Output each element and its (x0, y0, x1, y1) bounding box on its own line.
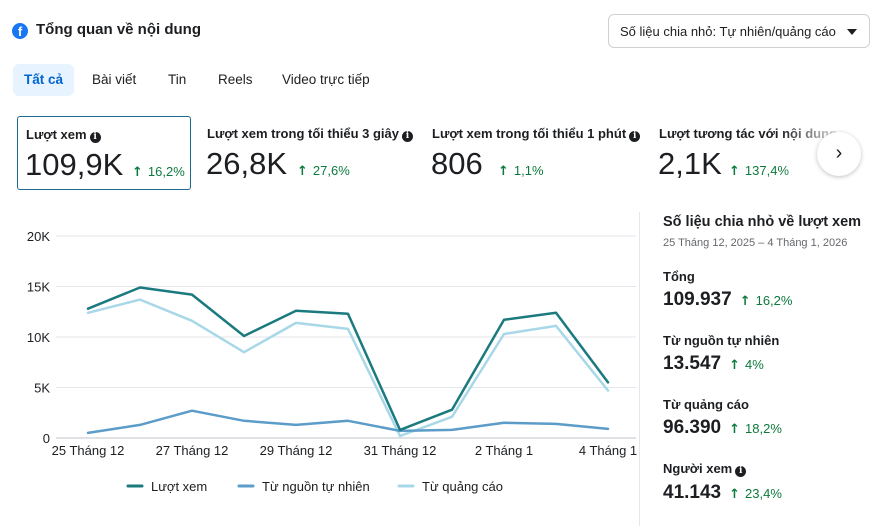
stat-viewers: Người xem i 41.143 ↑ 23,4% (663, 461, 782, 504)
stat-change-value: 4% (745, 357, 764, 372)
info-icon[interactable]: i (629, 131, 641, 142)
legend-label: Từ nguồn tự nhiên (262, 479, 370, 494)
arrow-up-icon: ↑ (498, 164, 509, 179)
legend-label: Lượt xem (151, 479, 207, 494)
metric-change-value: 137,4% (744, 163, 789, 178)
arrow-up-icon: ↑ (739, 294, 751, 309)
breakdown-dropdown-label: Số liệu chia nhỏ: Tự nhiên/quảng cáo (620, 24, 836, 39)
arrow-up-icon: ↑ (297, 164, 308, 179)
metric-label-text: Lượt xem trong tối thiểu 3 giây (207, 126, 400, 141)
y-tick-label: 15K (27, 280, 50, 295)
stat-change-value: 16,2% (755, 293, 793, 308)
stat-label: Từ quảng cáo (663, 397, 749, 412)
metric-card-views[interactable]: Lượt xem i 109,9K ↑ 16,2% (17, 116, 191, 190)
arrow-up-icon: ↑ (729, 358, 741, 373)
info-icon[interactable]: i (735, 466, 747, 477)
legend-label: Từ quảng cáo (422, 479, 503, 494)
x-tick-label: 2 Tháng 1 (475, 443, 533, 458)
y-tick-label: 0 (43, 431, 50, 446)
tab-stories[interactable]: Tin (168, 72, 187, 87)
stat-ads: Từ quảng cáo 96.390 ↑ 18,2% (663, 397, 782, 439)
stat-row: 96.390 ↑ 18,2% (663, 417, 782, 439)
metric-change: ↑ 16,2% (132, 164, 185, 180)
x-tick-label: 31 Tháng 12 (364, 443, 437, 458)
stat-organic: Từ nguồn tự nhiên 13.547 ↑ 4% (663, 333, 779, 375)
stat-change: ↑ 23,4% (729, 486, 782, 502)
stat-change: ↑ 18,2% (729, 421, 782, 437)
breakdown-title: Số liệu chia nhỏ về lượt xem (663, 214, 862, 230)
stat-row: 41.143 ↑ 23,4% (663, 482, 782, 504)
arrow-up-icon: ↑ (729, 422, 741, 437)
info-icon[interactable]: i (402, 131, 414, 142)
x-tick-label: 4 Tháng 1 (579, 443, 637, 458)
stat-value: 41.143 (663, 482, 722, 503)
metric-label-text: Lượt xem trong tối thiểu 1 phút (432, 126, 627, 141)
tab-all[interactable]: Tất cả (13, 64, 75, 96)
metric-change: ↑ 27,6% (297, 163, 350, 179)
stat-label: Người xem i (663, 461, 782, 477)
x-tick-label: 27 Tháng 12 (156, 443, 229, 458)
stat-row: 109.937 ↑ 16,2% (663, 289, 792, 311)
stat-value: 13.547 (663, 353, 722, 374)
x-tick-label: 25 Tháng 12 (52, 443, 125, 458)
x-tick-label: 29 Tháng 12 (260, 443, 333, 458)
metric-value: 26,8K (206, 146, 288, 181)
stat-change-value: 18,2% (745, 421, 782, 436)
metric-card-1min-views[interactable]: Lượt xem trong tối thiểu 1 phút i 806 ↑ 1,… (424, 116, 644, 190)
tab-reels[interactable]: Reels (218, 72, 253, 87)
series-line (86, 409, 610, 435)
stat-change: ↑ 4% (729, 357, 764, 373)
metric-value: 2,1K (658, 146, 722, 181)
metric-value: 806 (431, 146, 483, 181)
metric-label: Lượt xem trong tối thiểu 3 giây i (207, 126, 414, 142)
metric-change-value: 16,2% (147, 164, 185, 179)
y-tick-label: 20K (27, 229, 50, 244)
metric-label-text: Lượt xem (26, 127, 87, 142)
metric-change: ↑ 1,1% (498, 163, 544, 179)
stat-value: 96.390 (663, 417, 722, 438)
metric-change: ↑ 137,4% (729, 163, 789, 179)
y-tick-label: 5K (34, 381, 50, 396)
tab-live-video[interactable]: Video trực tiếp (282, 72, 370, 87)
stat-value: 109.937 (663, 289, 732, 310)
series-line (86, 286, 610, 432)
views-line-chart: 0 5K 10K 15K 20K 25 Tháng 12 27 Tháng 12 29 Thá… (0, 210, 640, 526)
metric-card-3s-views[interactable]: Lượt xem trong tối thiểu 3 giây i 26,8K ↑… (199, 116, 417, 190)
stat-total: Tổng 109.937 ↑ 16,2% (663, 269, 792, 311)
arrow-up-icon: ↑ (729, 487, 741, 502)
y-tick-label: 10K (27, 330, 50, 345)
stat-change-value: 23,4% (745, 486, 782, 501)
chart-svg: 0 5K 10K 15K 20K 25 Tháng 12 27 Tháng 12 29 Thá… (27, 229, 637, 494)
chevron-right-icon: › (835, 142, 843, 164)
info-icon[interactable]: i (89, 132, 101, 143)
stat-change: ↑ 16,2% (739, 293, 793, 309)
stat-label-text: Người xem (663, 461, 733, 476)
facebook-icon: f (12, 23, 28, 39)
arrow-up-icon: ↑ (132, 165, 143, 180)
metric-change-value: 27,6% (312, 163, 350, 178)
arrow-up-icon: ↑ (729, 164, 740, 179)
breakdown-dropdown[interactable]: Số liệu chia nhỏ: Tự nhiên/quảng cáo (608, 14, 870, 48)
metric-label: Lượt xem i (26, 127, 101, 143)
tab-posts[interactable]: Bài viết (92, 72, 137, 87)
page-title: Tổng quan về nội dung (36, 21, 201, 38)
stat-label: Từ nguồn tự nhiên (663, 333, 780, 348)
stat-label: Tổng (663, 269, 695, 284)
breakdown-date-range: 25 Tháng 12, 2025 – 4 Tháng 1, 2026 (663, 237, 848, 249)
caret-down-icon (847, 29, 857, 35)
carousel-next-button[interactable]: › (817, 132, 861, 176)
series-line (86, 298, 610, 438)
views-breakdown-panel: Số liệu chia nhỏ về lượt xem 25 Tháng 12… (663, 214, 883, 503)
panel-divider (639, 212, 640, 526)
header: f Tổng quan về nội dung Số liệu chia nhỏ… (12, 14, 874, 50)
stat-row: 13.547 ↑ 4% (663, 353, 779, 375)
metric-change-value: 1,1% (513, 163, 544, 178)
metric-value: 109,9K (25, 147, 124, 182)
metric-label: Lượt xem trong tối thiểu 1 phút i (432, 126, 641, 142)
